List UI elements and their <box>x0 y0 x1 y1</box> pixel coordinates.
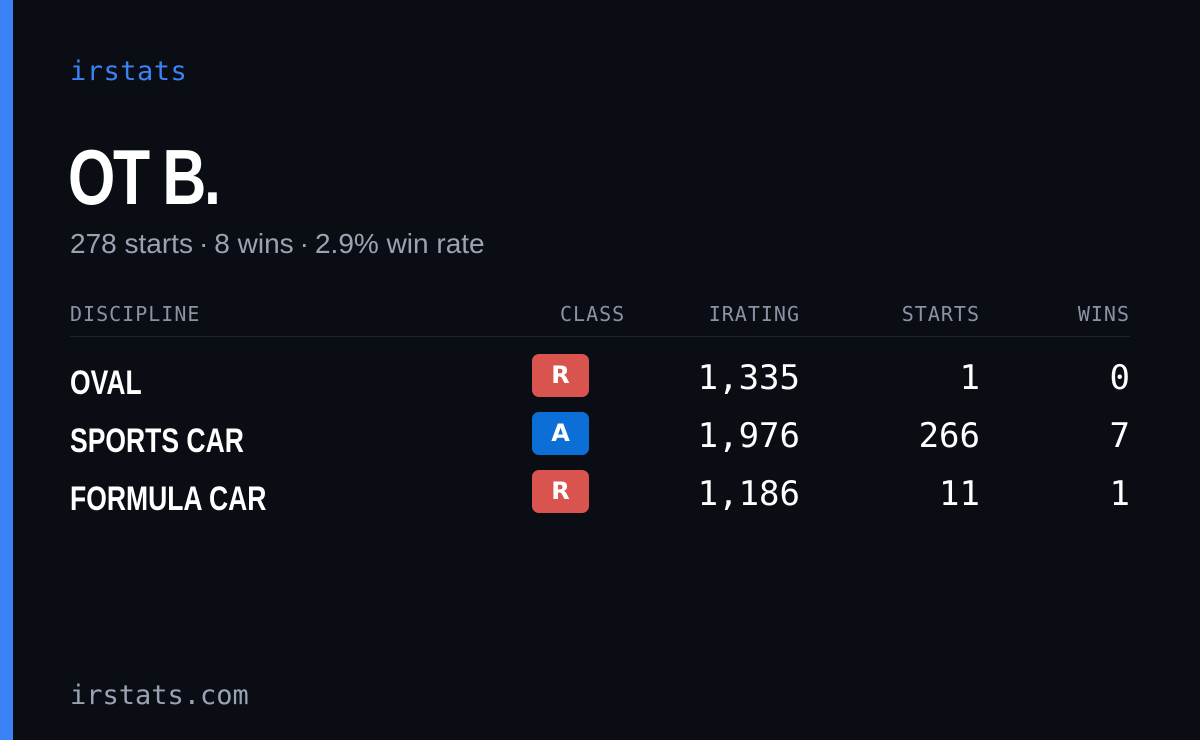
class-badge: A <box>532 412 589 455</box>
table-row: OVAL R 1,335 1 0 <box>70 354 1130 412</box>
class-badge: R <box>532 470 589 513</box>
summary-separator: · <box>299 228 309 259</box>
table-row: SPORTS CAR A 1,976 266 7 <box>70 412 1130 470</box>
discipline-name: SPORTS CAR <box>70 422 244 460</box>
brand-logo-text: irstats <box>70 56 188 87</box>
accent-bar <box>0 0 13 740</box>
irating-value: 1,186 <box>697 474 800 514</box>
table-header: DISCIPLINE CLASS IRATING STARTS WINS <box>70 300 1130 337</box>
table-row: FORMULA CAR R 1,186 11 1 <box>70 470 1130 528</box>
starts-value: 266 <box>918 416 980 456</box>
footer-url: irstats.com <box>70 680 249 711</box>
wins-value: 0 <box>1109 358 1130 398</box>
summary-win-rate: 2.9% win rate <box>314 228 485 259</box>
header-discipline: DISCIPLINE <box>70 302 201 326</box>
discipline-name: FORMULA CAR <box>70 480 267 518</box>
header-irating: IRATING <box>708 302 800 326</box>
class-badge: R <box>532 354 589 397</box>
wins-value: 7 <box>1109 416 1130 456</box>
header-class: CLASS <box>560 302 626 326</box>
header-wins: WINS <box>1077 302 1130 326</box>
irating-value: 1,976 <box>697 416 800 456</box>
irating-value: 1,335 <box>697 358 800 398</box>
starts-value: 1 <box>959 358 980 398</box>
summary-starts: 278 starts <box>70 228 193 259</box>
starts-value: 11 <box>939 474 980 514</box>
summary-separator: · <box>198 228 209 259</box>
wins-value: 1 <box>1109 474 1130 514</box>
driver-name: OT B. <box>68 133 221 221</box>
summary-wins: 8 wins <box>214 228 294 259</box>
discipline-name: OVAL <box>70 364 142 402</box>
header-starts: STARTS <box>901 302 980 326</box>
driver-summary: 278 starts · 8 wins · 2.9% win rate <box>70 228 485 260</box>
